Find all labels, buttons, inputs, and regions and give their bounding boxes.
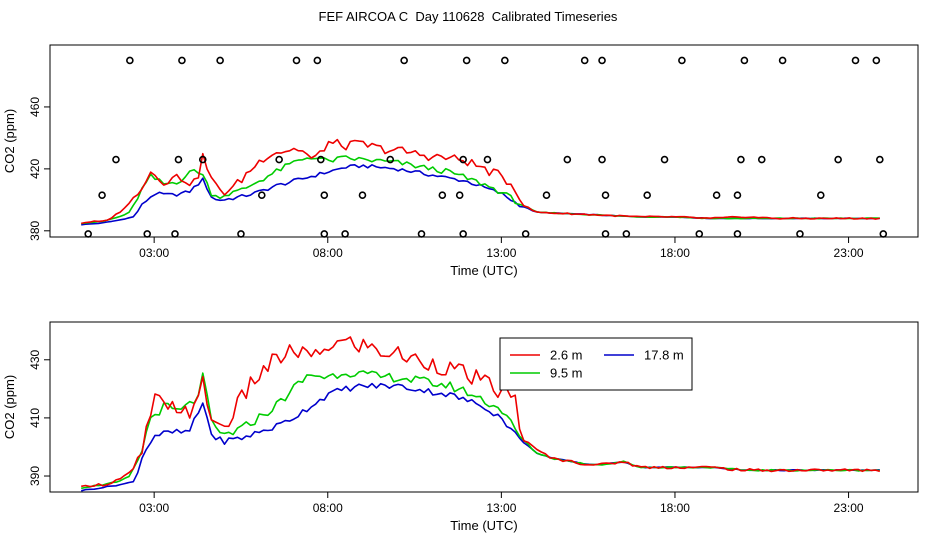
x-tick-label: 23:00	[834, 246, 864, 260]
data-point	[851, 56, 860, 65]
data-point	[317, 155, 325, 164]
data-point	[712, 191, 721, 199]
y-tick-label: 420	[28, 159, 42, 179]
data-point	[178, 56, 186, 65]
data-point	[462, 56, 471, 65]
data-point	[417, 230, 426, 238]
y-tick-label: 390	[28, 466, 42, 486]
data-point	[816, 191, 825, 199]
y-tick-label: 430	[28, 349, 42, 369]
x-tick-label: 03:00	[139, 501, 169, 515]
data-point	[237, 230, 245, 238]
data-point	[521, 230, 530, 238]
data-point	[313, 56, 322, 65]
data-point	[757, 155, 766, 164]
plot-frame	[49, 321, 919, 493]
y-tick-label: 380	[28, 220, 42, 240]
legend-box	[499, 337, 693, 391]
data-point	[257, 191, 266, 199]
data-point	[320, 230, 329, 238]
legend: 2.6 m 17.8 m 9.5 m	[499, 337, 693, 391]
data-point	[84, 230, 92, 238]
data-point	[778, 56, 787, 65]
chart-title: FEF AIRCOA C Day 110628 Calibrated Times…	[318, 9, 618, 24]
data-point	[660, 155, 669, 164]
data-point	[216, 56, 224, 65]
data-point	[174, 155, 183, 164]
x-tick-label: 18:00	[660, 246, 690, 260]
data-point	[501, 56, 509, 65]
data-point	[143, 230, 152, 238]
data-point	[879, 230, 888, 238]
data-point	[358, 191, 367, 199]
legend-label: 2.6 m	[550, 348, 583, 363]
data-point	[622, 230, 631, 238]
data-point	[740, 56, 749, 65]
panel-top: 03:00 08:00 13:00 18:00 23:00 380 420 460 Time (…	[2, 44, 919, 278]
y-tick-label: 460	[28, 97, 42, 117]
x-tick-label: 03:00	[139, 246, 169, 260]
data-point	[542, 191, 551, 199]
x-tick-label: 13:00	[486, 501, 516, 515]
data-point	[737, 155, 745, 164]
data-point	[320, 191, 329, 199]
data-point	[455, 191, 464, 199]
data-point	[483, 155, 492, 164]
data-point	[598, 56, 606, 65]
data-point	[292, 56, 301, 65]
legend-label: 17.8 m	[644, 348, 684, 363]
data-point	[112, 155, 120, 164]
data-point	[171, 230, 179, 238]
y-tick-label: 410	[28, 408, 42, 428]
series-line-2-6-m	[81, 138, 880, 225]
data-point	[834, 155, 842, 164]
x-axis-label: Time (UTC)	[450, 263, 517, 278]
legend-label: 9.5 m	[550, 366, 583, 381]
panel-bottom: 03:00 08:00 13:00 18:00 23:00 390 410 430 Time (…	[2, 321, 919, 533]
data-point	[341, 230, 349, 238]
series-line-17-8-m	[80, 382, 880, 492]
x-tick-label: 18:00	[660, 501, 690, 515]
y-axis-label: CO2 (ppm)	[2, 375, 17, 439]
series-line-9-5-m	[81, 155, 880, 225]
data-point	[459, 155, 467, 164]
data-point	[876, 155, 884, 164]
data-point	[733, 191, 742, 199]
x-tick-label: 23:00	[834, 501, 864, 515]
data-point	[580, 56, 589, 65]
x-tick-label: 08:00	[313, 501, 343, 515]
data-point	[601, 230, 610, 238]
data-point	[126, 56, 134, 65]
data-point	[678, 56, 686, 65]
data-point	[563, 155, 572, 164]
data-point	[796, 230, 804, 238]
data-point	[400, 56, 408, 65]
data-point	[601, 191, 610, 199]
data-point	[733, 230, 742, 238]
data-point	[872, 56, 881, 65]
data-point	[643, 191, 651, 199]
x-tick-label: 08:00	[313, 246, 343, 260]
data-point	[695, 230, 704, 238]
x-tick-label: 13:00	[486, 246, 516, 260]
data-point	[275, 155, 283, 164]
data-point	[459, 230, 467, 238]
data-point	[198, 155, 207, 164]
data-point	[438, 191, 447, 199]
plot-frame	[49, 44, 919, 238]
y-axis-label: CO2 (ppm)	[2, 109, 17, 173]
data-point	[598, 155, 606, 164]
data-point	[98, 191, 106, 199]
data-point	[386, 155, 395, 164]
x-axis-label: Time (UTC)	[450, 518, 517, 533]
series-line-2-6-m	[81, 336, 881, 488]
